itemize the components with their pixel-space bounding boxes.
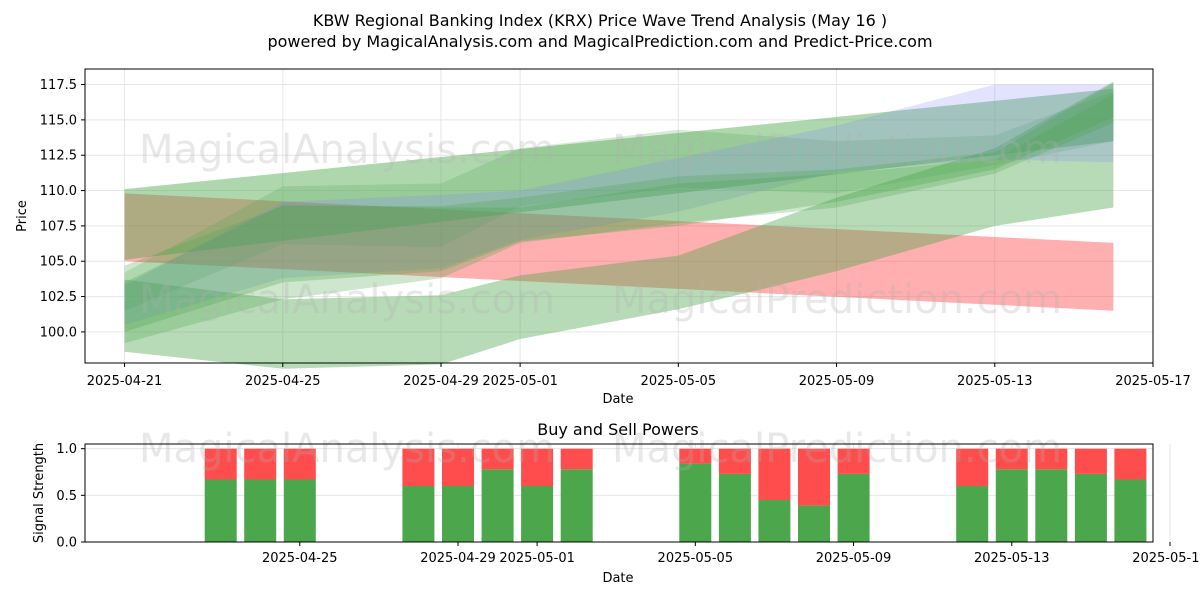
price-bands	[124, 81, 1114, 369]
price-plot-area	[85, 69, 1153, 363]
price-x-tick-label: 2025-05-05	[641, 374, 717, 389]
price-x-tick-label: 2025-04-21	[87, 374, 163, 389]
price-x-tick-label: 2025-04-29	[403, 374, 479, 389]
buy-power-bar	[837, 473, 870, 542]
watermark-mid-right: MagicalPrediction.com	[612, 277, 1062, 323]
buy-power-bar	[1114, 479, 1147, 542]
sell-power-bar	[283, 448, 316, 480]
buy-power-bar	[679, 463, 712, 542]
power-x-axis: 2025-04-25 2025-04-29 2025-05-01 2025-05-05…	[262, 542, 1200, 566]
watermark-mid-left: MagicalAnalysis.com	[139, 277, 555, 323]
sell-power-bar	[204, 448, 237, 480]
buy-power-bar	[244, 479, 277, 542]
buy-power-bar	[442, 486, 474, 542]
power-x-tick-label: 2025-04-25	[262, 551, 338, 566]
sell-power-bar	[560, 448, 593, 470]
power-x-tick-label: 2025-05-17	[1132, 551, 1200, 566]
sell-power-bar	[679, 448, 712, 464]
sell-power-bar	[1114, 448, 1147, 480]
buy-power-bar	[798, 505, 830, 542]
sell-power-bar	[837, 448, 870, 474]
power-chart-title: Buy and Sell Powers	[537, 420, 699, 439]
price-y-tick-label: 107.5	[40, 219, 77, 234]
watermark-top-right: MagicalPrediction.com	[612, 127, 1062, 173]
price-y-axis: 100.0 102.5 105.0 107.5 110.0 112.5 115.0 117.5	[40, 78, 85, 340]
buy-power-bar	[521, 486, 554, 542]
chart-title: KBW Regional Banking Index (KRX) Price W…	[313, 11, 887, 30]
buy-power-bar	[402, 486, 435, 542]
sell-power-bar	[481, 448, 514, 470]
sell-power-bar	[798, 448, 830, 506]
price-x-tick-label: 2025-05-09	[799, 374, 875, 389]
sell-power-bar	[758, 448, 791, 500]
sell-power-bar	[521, 448, 554, 486]
power-y-axis: 0.0 0.5 1.0	[56, 442, 85, 551]
buy-power-bar	[995, 469, 1028, 542]
buy-power-bar	[283, 479, 316, 542]
sell-power-bar	[402, 448, 435, 486]
power-plot-frame	[84, 443, 1154, 543]
buy-power-bar	[481, 469, 514, 542]
power-chart: Buy and Sell Powers MagicalAnalysis.com …	[32, 420, 1200, 586]
buy-power-bar	[956, 486, 989, 542]
price-y-tick-label: 110.0	[40, 184, 77, 199]
price-x-axis: 2025-04-21 2025-04-25 2025-04-29 2025-05-01…	[87, 363, 1191, 389]
price-grid	[85, 69, 1154, 363]
price-y-label: Price	[15, 200, 30, 232]
sell-power-bar	[995, 448, 1028, 470]
sell-power-bar	[718, 448, 751, 474]
power-x-tick-label: 2025-05-01	[499, 551, 575, 566]
price-y-tick-label: 115.0	[40, 113, 77, 128]
price-band-green	[124, 88, 1114, 260]
power-y-tick-label: 0.5	[56, 489, 77, 504]
power-x-tick-label: 2025-04-29	[420, 551, 496, 566]
sell-power-bar	[244, 448, 277, 480]
sell-power-bar	[1074, 448, 1107, 474]
price-x-tick-label: 2025-04-25	[245, 374, 321, 389]
price-band-green	[124, 83, 1114, 344]
price-band-red	[124, 193, 1114, 311]
buy-power-bar	[560, 469, 593, 542]
watermark-bottom-right: MagicalPrediction.com	[612, 426, 1062, 472]
power-y-tick-label: 1.0	[56, 442, 77, 457]
watermark-top-left: MagicalAnalysis.com	[139, 127, 555, 173]
power-bars	[204, 448, 1147, 542]
buy-power-bar	[1035, 469, 1068, 542]
buy-power-bar	[204, 479, 237, 542]
price-y-tick-label: 112.5	[40, 149, 77, 164]
price-x-label: Date	[602, 392, 633, 407]
power-x-tick-label: 2025-05-13	[974, 551, 1050, 566]
price-x-tick-label: 2025-05-01	[482, 374, 558, 389]
price-band-green	[124, 81, 1114, 369]
power-x-tick-label: 2025-05-05	[658, 551, 734, 566]
price-y-tick-label: 102.5	[40, 290, 77, 305]
power-x-label: Date	[602, 571, 633, 586]
power-y-tick-label: 0.0	[56, 536, 77, 551]
price-x-tick-label: 2025-05-13	[957, 374, 1033, 389]
sell-power-bar	[956, 448, 989, 486]
price-y-tick-label: 117.5	[40, 78, 77, 93]
power-x-tick-label: 2025-05-09	[816, 551, 892, 566]
buy-power-bar	[758, 500, 791, 542]
price-y-tick-label: 100.0	[40, 325, 77, 340]
chart-subtitle: powered by MagicalAnalysis.com and Magic…	[267, 32, 932, 51]
price-y-tick-label: 105.0	[40, 255, 77, 270]
price-plot-frame	[84, 68, 1154, 364]
price-band-green	[124, 91, 1114, 311]
sell-power-bar	[1035, 448, 1068, 470]
buy-power-bar	[718, 473, 751, 542]
price-band-green	[124, 94, 1114, 332]
price-chart: MagicalAnalysis.com MagicalPrediction.co…	[15, 68, 1191, 407]
watermark-bottom-left: MagicalAnalysis.com	[139, 426, 555, 472]
buy-power-bar	[1074, 473, 1107, 542]
power-y-label: Signal Strength	[32, 443, 47, 543]
price-x-tick-label: 2025-05-17	[1115, 374, 1191, 389]
sell-power-bar	[442, 448, 474, 486]
price-band-blue	[124, 84, 1114, 325]
